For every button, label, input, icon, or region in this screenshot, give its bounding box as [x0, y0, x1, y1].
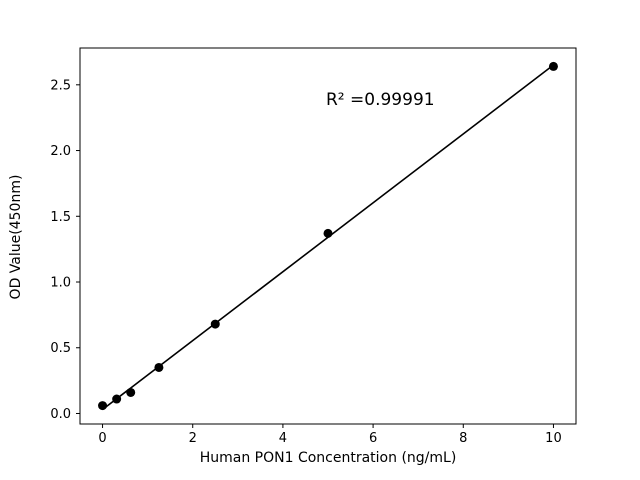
y-tick-label: 0.5 [50, 341, 71, 356]
data-point [210, 319, 220, 329]
x-tick-label: 10 [545, 431, 562, 446]
x-tick-label: 2 [189, 431, 197, 446]
data-point [323, 228, 333, 238]
data-point [126, 387, 136, 397]
data-point [548, 61, 558, 71]
data-point [154, 362, 164, 372]
data-point [98, 401, 108, 411]
data-point [112, 394, 122, 404]
y-tick-label: 1.5 [50, 210, 71, 225]
x-tick-label: 4 [279, 431, 287, 446]
y-tick-label: 1.0 [50, 276, 71, 291]
y-tick-label: 0.0 [50, 407, 71, 422]
x-tick-label: 6 [369, 431, 377, 446]
y-axis-label: OD Value(450nm) [8, 174, 24, 300]
y-tick-label: 2.0 [50, 144, 71, 159]
y-tick-label: 2.5 [50, 78, 71, 93]
x-tick-label: 8 [459, 431, 467, 446]
x-axis-label: Human PON1 Concentration (ng/mL) [199, 450, 457, 466]
r-squared-annotation: R² =0.99991 [326, 90, 435, 110]
x-tick-label: 0 [98, 431, 106, 446]
axes-spines [79, 47, 577, 425]
